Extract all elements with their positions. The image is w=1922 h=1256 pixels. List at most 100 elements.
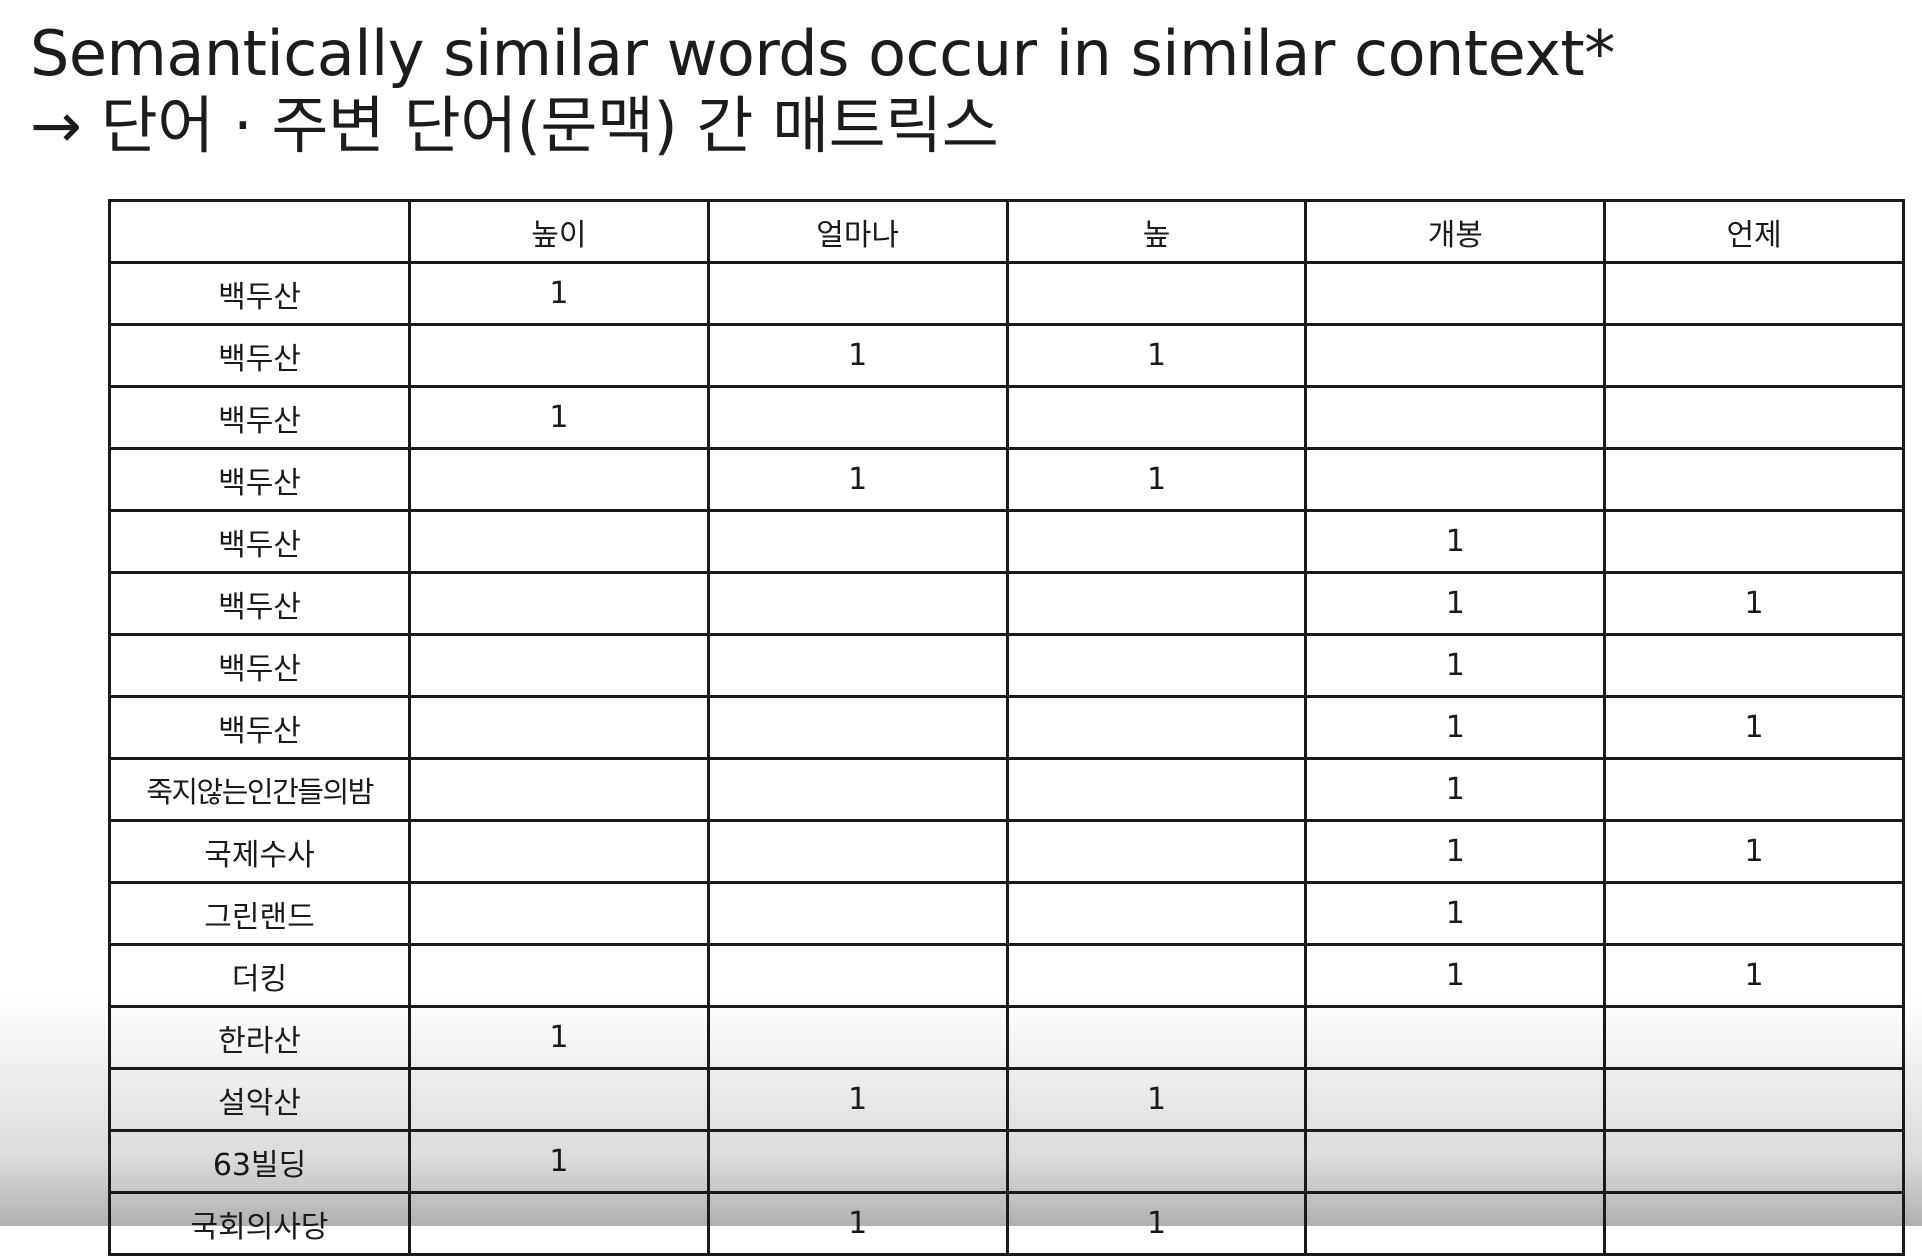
matrix-cell	[1005, 943, 1308, 1008]
title-line-1: Semantically similar words occur in simi…	[30, 17, 1615, 90]
matrix-cell	[1603, 1067, 1905, 1132]
table-row: 백두산 1	[108, 261, 1905, 326]
table-row: 백두산 1 1	[108, 447, 1905, 512]
table-row: 백두산 1	[108, 633, 1905, 698]
matrix-cell	[1304, 1129, 1607, 1194]
matrix-cell: 1	[1005, 447, 1308, 512]
row-label: 국제수사	[108, 819, 411, 884]
matrix-cell: 1	[1304, 757, 1607, 822]
row-label: 백두산	[108, 633, 411, 698]
column-header: 높이	[408, 199, 710, 264]
matrix-cell	[1304, 1005, 1607, 1070]
matrix-cell	[1603, 1005, 1905, 1070]
table-row: 백두산 1 1	[108, 323, 1905, 388]
matrix-cell: 1	[706, 323, 1009, 388]
matrix-cell	[1005, 695, 1308, 760]
word-context-matrix: 높이 얼마나 높 개봉 언제 백두산 1 백두산 1 1 백두산 1	[108, 199, 1905, 1256]
matrix-cell	[1603, 633, 1905, 698]
matrix-cell: 1	[408, 1005, 710, 1070]
matrix-cell: 1	[1304, 881, 1607, 946]
matrix-cell: 1	[1304, 633, 1607, 698]
row-label: 백두산	[108, 571, 411, 636]
matrix-cell	[1005, 571, 1308, 636]
matrix-cell	[706, 571, 1009, 636]
matrix-cell	[1005, 1005, 1308, 1070]
matrix-cell: 1	[706, 1067, 1009, 1132]
column-header: 높	[1005, 199, 1308, 264]
matrix-cell	[408, 819, 710, 884]
row-label: 백두산	[108, 447, 411, 512]
matrix-cell	[1603, 261, 1905, 326]
matrix-cell	[1603, 757, 1905, 822]
matrix-cell	[706, 509, 1009, 574]
matrix-cell: 1	[706, 447, 1009, 512]
matrix-cell	[408, 323, 710, 388]
matrix-cell	[1603, 881, 1905, 946]
matrix-cell	[1005, 509, 1308, 574]
column-header: 개봉	[1304, 199, 1607, 264]
matrix-cell	[408, 695, 710, 760]
matrix-cell	[1304, 1067, 1607, 1132]
matrix-cell	[1603, 1191, 1905, 1256]
matrix-cell	[1603, 447, 1905, 512]
row-label: 그린랜드	[108, 881, 411, 946]
matrix-cell: 1	[1603, 571, 1905, 636]
matrix-cell	[1304, 447, 1607, 512]
matrix-cell	[1005, 1129, 1308, 1194]
header-row: 높이 얼마나 높 개봉 언제	[108, 199, 1905, 264]
matrix-cell	[706, 695, 1009, 760]
matrix-cell: 1	[1304, 695, 1607, 760]
matrix-cell: 1	[1005, 1191, 1308, 1256]
matrix-cell	[1304, 1191, 1607, 1256]
row-label: 더킹	[108, 943, 411, 1008]
matrix-cell: 1	[1603, 943, 1905, 1008]
table-row: 그린랜드 1	[108, 881, 1905, 946]
row-label: 63빌딩	[108, 1129, 411, 1194]
matrix-cell	[1603, 509, 1905, 574]
matrix-cell: 1	[1304, 509, 1607, 574]
table-row: 백두산 1	[108, 385, 1905, 450]
matrix-cell	[408, 509, 710, 574]
matrix-cell	[1304, 323, 1607, 388]
matrix-cell	[706, 633, 1009, 698]
matrix-cell	[1005, 633, 1308, 698]
matrix-cell: 1	[1304, 571, 1607, 636]
table-row: 죽지않는인간들의밤 1	[108, 757, 1905, 822]
matrix-cell: 1	[1304, 819, 1607, 884]
matrix-cell: 1	[408, 385, 710, 450]
table-row: 국회의사당 1 1	[108, 1191, 1905, 1256]
matrix-cell	[408, 571, 710, 636]
matrix-cell: 1	[1603, 819, 1905, 884]
table-row: 백두산 1 1	[108, 695, 1905, 760]
matrix-cell	[1005, 881, 1308, 946]
header-corner-cell	[108, 199, 411, 264]
matrix-cell	[706, 819, 1009, 884]
table-row: 한라산 1	[108, 1005, 1905, 1070]
matrix-cell	[408, 757, 710, 822]
matrix-cell: 1	[408, 261, 710, 326]
matrix-cell: 1	[408, 1129, 710, 1194]
matrix-cell	[1005, 385, 1308, 450]
row-label: 백두산	[108, 261, 411, 326]
matrix-cell	[706, 385, 1009, 450]
table-row: 설악산 1 1	[108, 1067, 1905, 1132]
matrix-cell	[408, 881, 710, 946]
matrix-cell	[706, 261, 1009, 326]
matrix-cell	[408, 943, 710, 1008]
table-row: 백두산 1 1	[108, 571, 1905, 636]
row-label: 설악산	[108, 1067, 411, 1132]
matrix-cell	[1304, 385, 1607, 450]
row-label: 한라산	[108, 1005, 411, 1070]
matrix-cell: 1	[1304, 943, 1607, 1008]
matrix-cell	[706, 1005, 1009, 1070]
matrix-cell	[408, 1191, 710, 1256]
row-label: 백두산	[108, 695, 411, 760]
row-label: 백두산	[108, 509, 411, 574]
matrix-cell	[706, 1129, 1009, 1194]
matrix-cell	[1603, 1129, 1905, 1194]
matrix-cell	[1005, 757, 1308, 822]
matrix-cell: 1	[1005, 1067, 1308, 1132]
matrix-cell: 1	[706, 1191, 1009, 1256]
table-row: 더킹 1 1	[108, 943, 1905, 1008]
table-row: 63빌딩 1	[108, 1129, 1905, 1194]
